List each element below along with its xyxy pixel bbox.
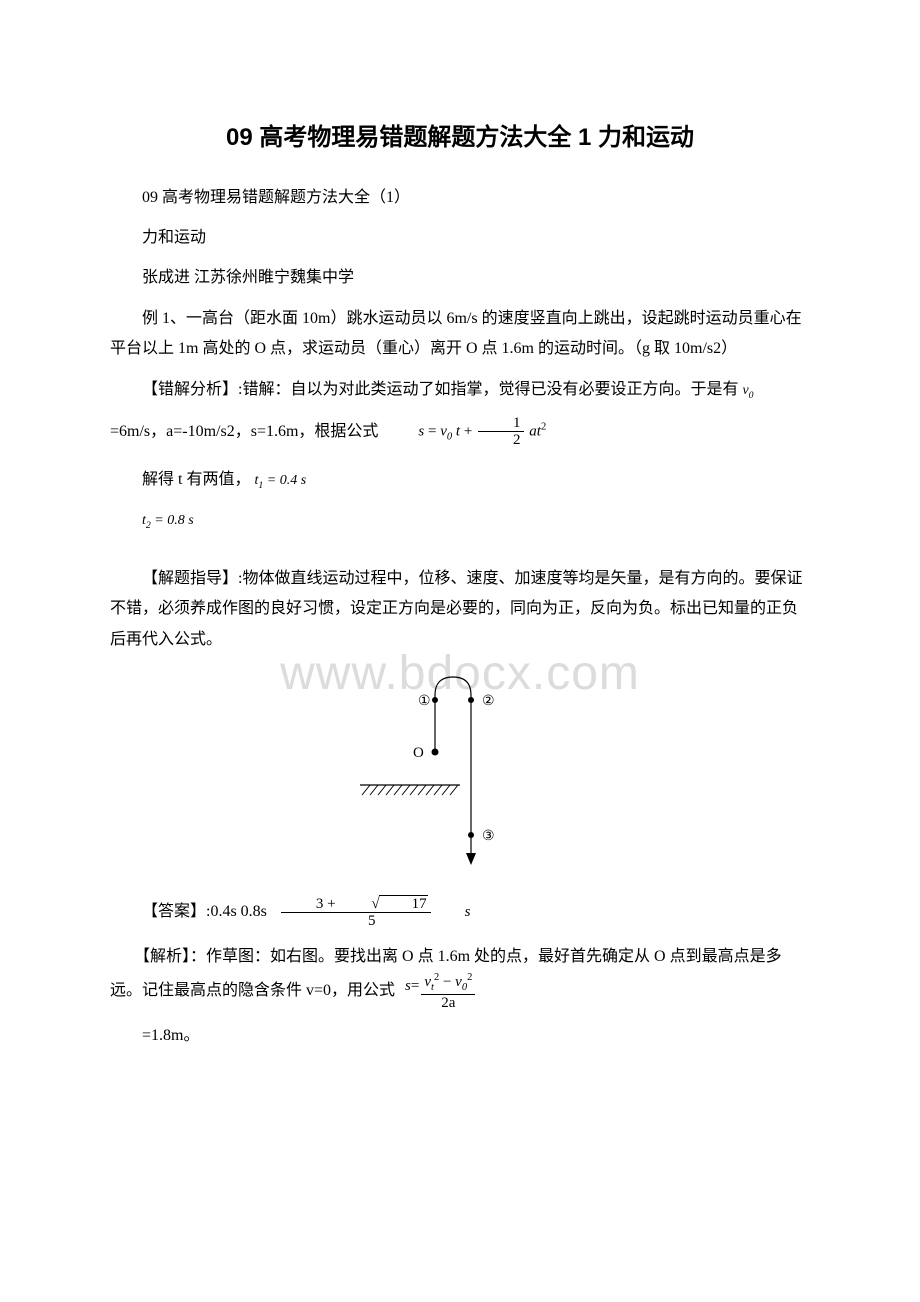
vel-frac-den: 2a: [438, 995, 458, 1012]
v0-var: v: [440, 423, 447, 439]
ans-sqrt-val: 17: [379, 895, 428, 913]
dot-2: [468, 697, 474, 703]
subtitle-line-2: 力和运动: [110, 223, 810, 253]
kinematic-formula: s = v0 t + 1 2 at2: [386, 415, 546, 449]
t2-equation: t2 = 0.8 s: [142, 513, 194, 528]
t2-val: = 0.8 s: [151, 513, 194, 528]
formula-prefix: =6m/s，a=-10m/s2，s=1.6m，根据公式: [110, 417, 378, 447]
t1-equation: t1 = 0.4 s: [254, 473, 306, 488]
formula-line-1: =6m/s，a=-10m/s2，s=1.6m，根据公式 s = v0 t + 1…: [110, 415, 810, 449]
arc-path: [435, 677, 471, 695]
half-fraction: 1 2: [478, 415, 524, 449]
ans-unit: s: [433, 898, 471, 927]
v0-sub-2: 0: [462, 982, 467, 993]
arrowhead-icon: [466, 853, 476, 865]
label-2: ②: [482, 694, 495, 709]
v0-sub: 0: [447, 431, 452, 442]
dot-O: [432, 748, 439, 755]
answer-prefix: 【答案】:0.4s 0.8s: [110, 897, 267, 927]
error-analysis-line: 【错解分析】:错解：自以为对此类运动了如指掌，觉得已没有必要设正方向。于是有 v…: [110, 375, 810, 405]
plus: +: [464, 423, 476, 439]
dot-3: [468, 832, 474, 838]
author-line: 张成进 江苏徐州睢宁魏集中学: [110, 263, 810, 293]
v0-sup-2: 2: [467, 972, 472, 983]
error-prefix: 【错解分析】:错解：自以为对此类运动了如指掌，觉得已没有必要设正方向。于是有: [110, 375, 738, 405]
minus: −: [443, 974, 455, 990]
t2-line: t2 = 0.8 s: [110, 505, 810, 535]
a-var: a: [529, 423, 537, 439]
answer-line: 【答案】:0.4s 0.8s 3 + 17 5 s: [110, 895, 810, 930]
ans-frac: 3 + 17 5: [281, 895, 431, 930]
equals-2: =: [411, 972, 419, 1011]
frac-den: 2: [478, 432, 524, 449]
answer-fraction: 3 + 17 5 s: [279, 895, 471, 930]
vel-frac: vt2 − v02 2a: [421, 972, 475, 1011]
v0-var-2: v: [455, 974, 462, 990]
equals: =: [428, 423, 440, 439]
result-line: =1.8m。: [110, 1021, 810, 1051]
dot-1: [432, 697, 438, 703]
v-sub: 0: [749, 389, 754, 400]
ans-frac-den: 5: [333, 913, 379, 930]
document-content: 09 高考物理易错题解题方法大全 1 力和运动 09 高考物理易错题解题方法大全…: [110, 115, 810, 1052]
guide-text: 【解题指导】:物体做直线运动过程中，位移、速度、加速度等均是矢量，是有方向的。要…: [110, 564, 810, 655]
page-title: 09 高考物理易错题解题方法大全 1 力和运动: [110, 115, 810, 161]
label-1: ①: [418, 694, 431, 709]
vt-sup: 2: [434, 972, 439, 983]
velocity-formula: s = vt2 − v02 2a: [405, 972, 477, 1011]
analysis-line: 【解析】：作草图：如右图。要找出离 O 点 1.6m 处的点，最好首先确定从 O…: [110, 942, 810, 1011]
s-var: s: [418, 423, 424, 439]
ans-num-a: 3 +: [316, 896, 339, 912]
ans-frac-num: 3 + 17: [281, 895, 431, 914]
t1-val: = 0.4 s: [263, 473, 306, 488]
label-3: ③: [482, 829, 495, 844]
subtitle-line-1: 09 高考物理易错题解题方法大全（1）: [110, 183, 810, 213]
vt-var: v: [424, 974, 431, 990]
den-2a: 2a: [441, 995, 455, 1011]
example-1-text: 例 1、一高台（距水面 10m）跳水运动员以 6m/s 的速度竖直向上跳出，设起…: [110, 304, 810, 365]
frac-num: 1: [478, 415, 524, 433]
v0-symbol: v0: [742, 383, 753, 398]
platform-hatching: [360, 785, 460, 795]
t2-sup: 2: [541, 421, 546, 432]
label-O: O: [413, 745, 424, 761]
vt-sub: t: [431, 982, 434, 993]
solve-line: 解得 t 有两值， t1 = 0.4 s: [110, 465, 810, 495]
trajectory-diagram: ① ② ③ O: [110, 667, 810, 877]
solve-text: 解得 t 有两值，: [142, 471, 250, 488]
vel-frac-num: vt2 − v02: [421, 972, 475, 995]
t-var: t: [456, 423, 460, 439]
sqrt-icon: [339, 896, 379, 913]
diagram-svg: ① ② ③ O: [360, 667, 560, 877]
